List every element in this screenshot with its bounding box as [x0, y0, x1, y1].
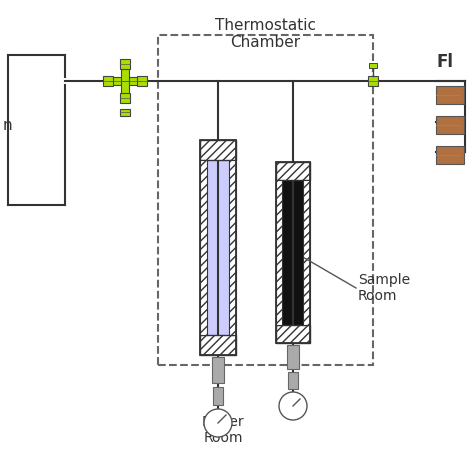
Bar	[158, 35, 373, 365]
Bar	[303, 180, 310, 325]
Bar	[369, 64, 377, 68]
Circle shape	[204, 409, 232, 437]
Bar	[200, 335, 236, 355]
Text: Sample
Room: Sample Room	[358, 273, 410, 303]
Bar	[276, 162, 310, 343]
Bar	[213, 387, 223, 405]
Bar	[200, 160, 207, 335]
Bar	[121, 65, 129, 96]
Circle shape	[279, 392, 307, 420]
Bar	[200, 140, 236, 355]
Text: n: n	[3, 118, 13, 133]
Bar	[109, 77, 140, 85]
Bar	[276, 180, 283, 325]
Bar	[436, 86, 464, 104]
Bar	[120, 93, 130, 103]
Bar	[120, 109, 130, 116]
Bar	[283, 180, 303, 325]
Bar	[200, 140, 236, 160]
Bar	[368, 76, 378, 86]
Bar	[103, 76, 113, 86]
Bar	[212, 357, 224, 383]
Bar	[436, 116, 464, 134]
Text: Buffer
Room: Buffer Room	[202, 415, 244, 445]
Bar	[436, 146, 464, 164]
Text: Thermostatic
Chamber: Thermostatic Chamber	[215, 18, 316, 50]
Bar	[207, 160, 229, 335]
Bar	[287, 345, 299, 369]
Bar	[276, 162, 310, 180]
Text: Fl: Fl	[437, 53, 454, 71]
Bar	[276, 325, 310, 343]
Bar	[137, 76, 147, 86]
Bar	[229, 160, 236, 335]
Bar	[120, 59, 130, 69]
Bar	[288, 372, 298, 389]
